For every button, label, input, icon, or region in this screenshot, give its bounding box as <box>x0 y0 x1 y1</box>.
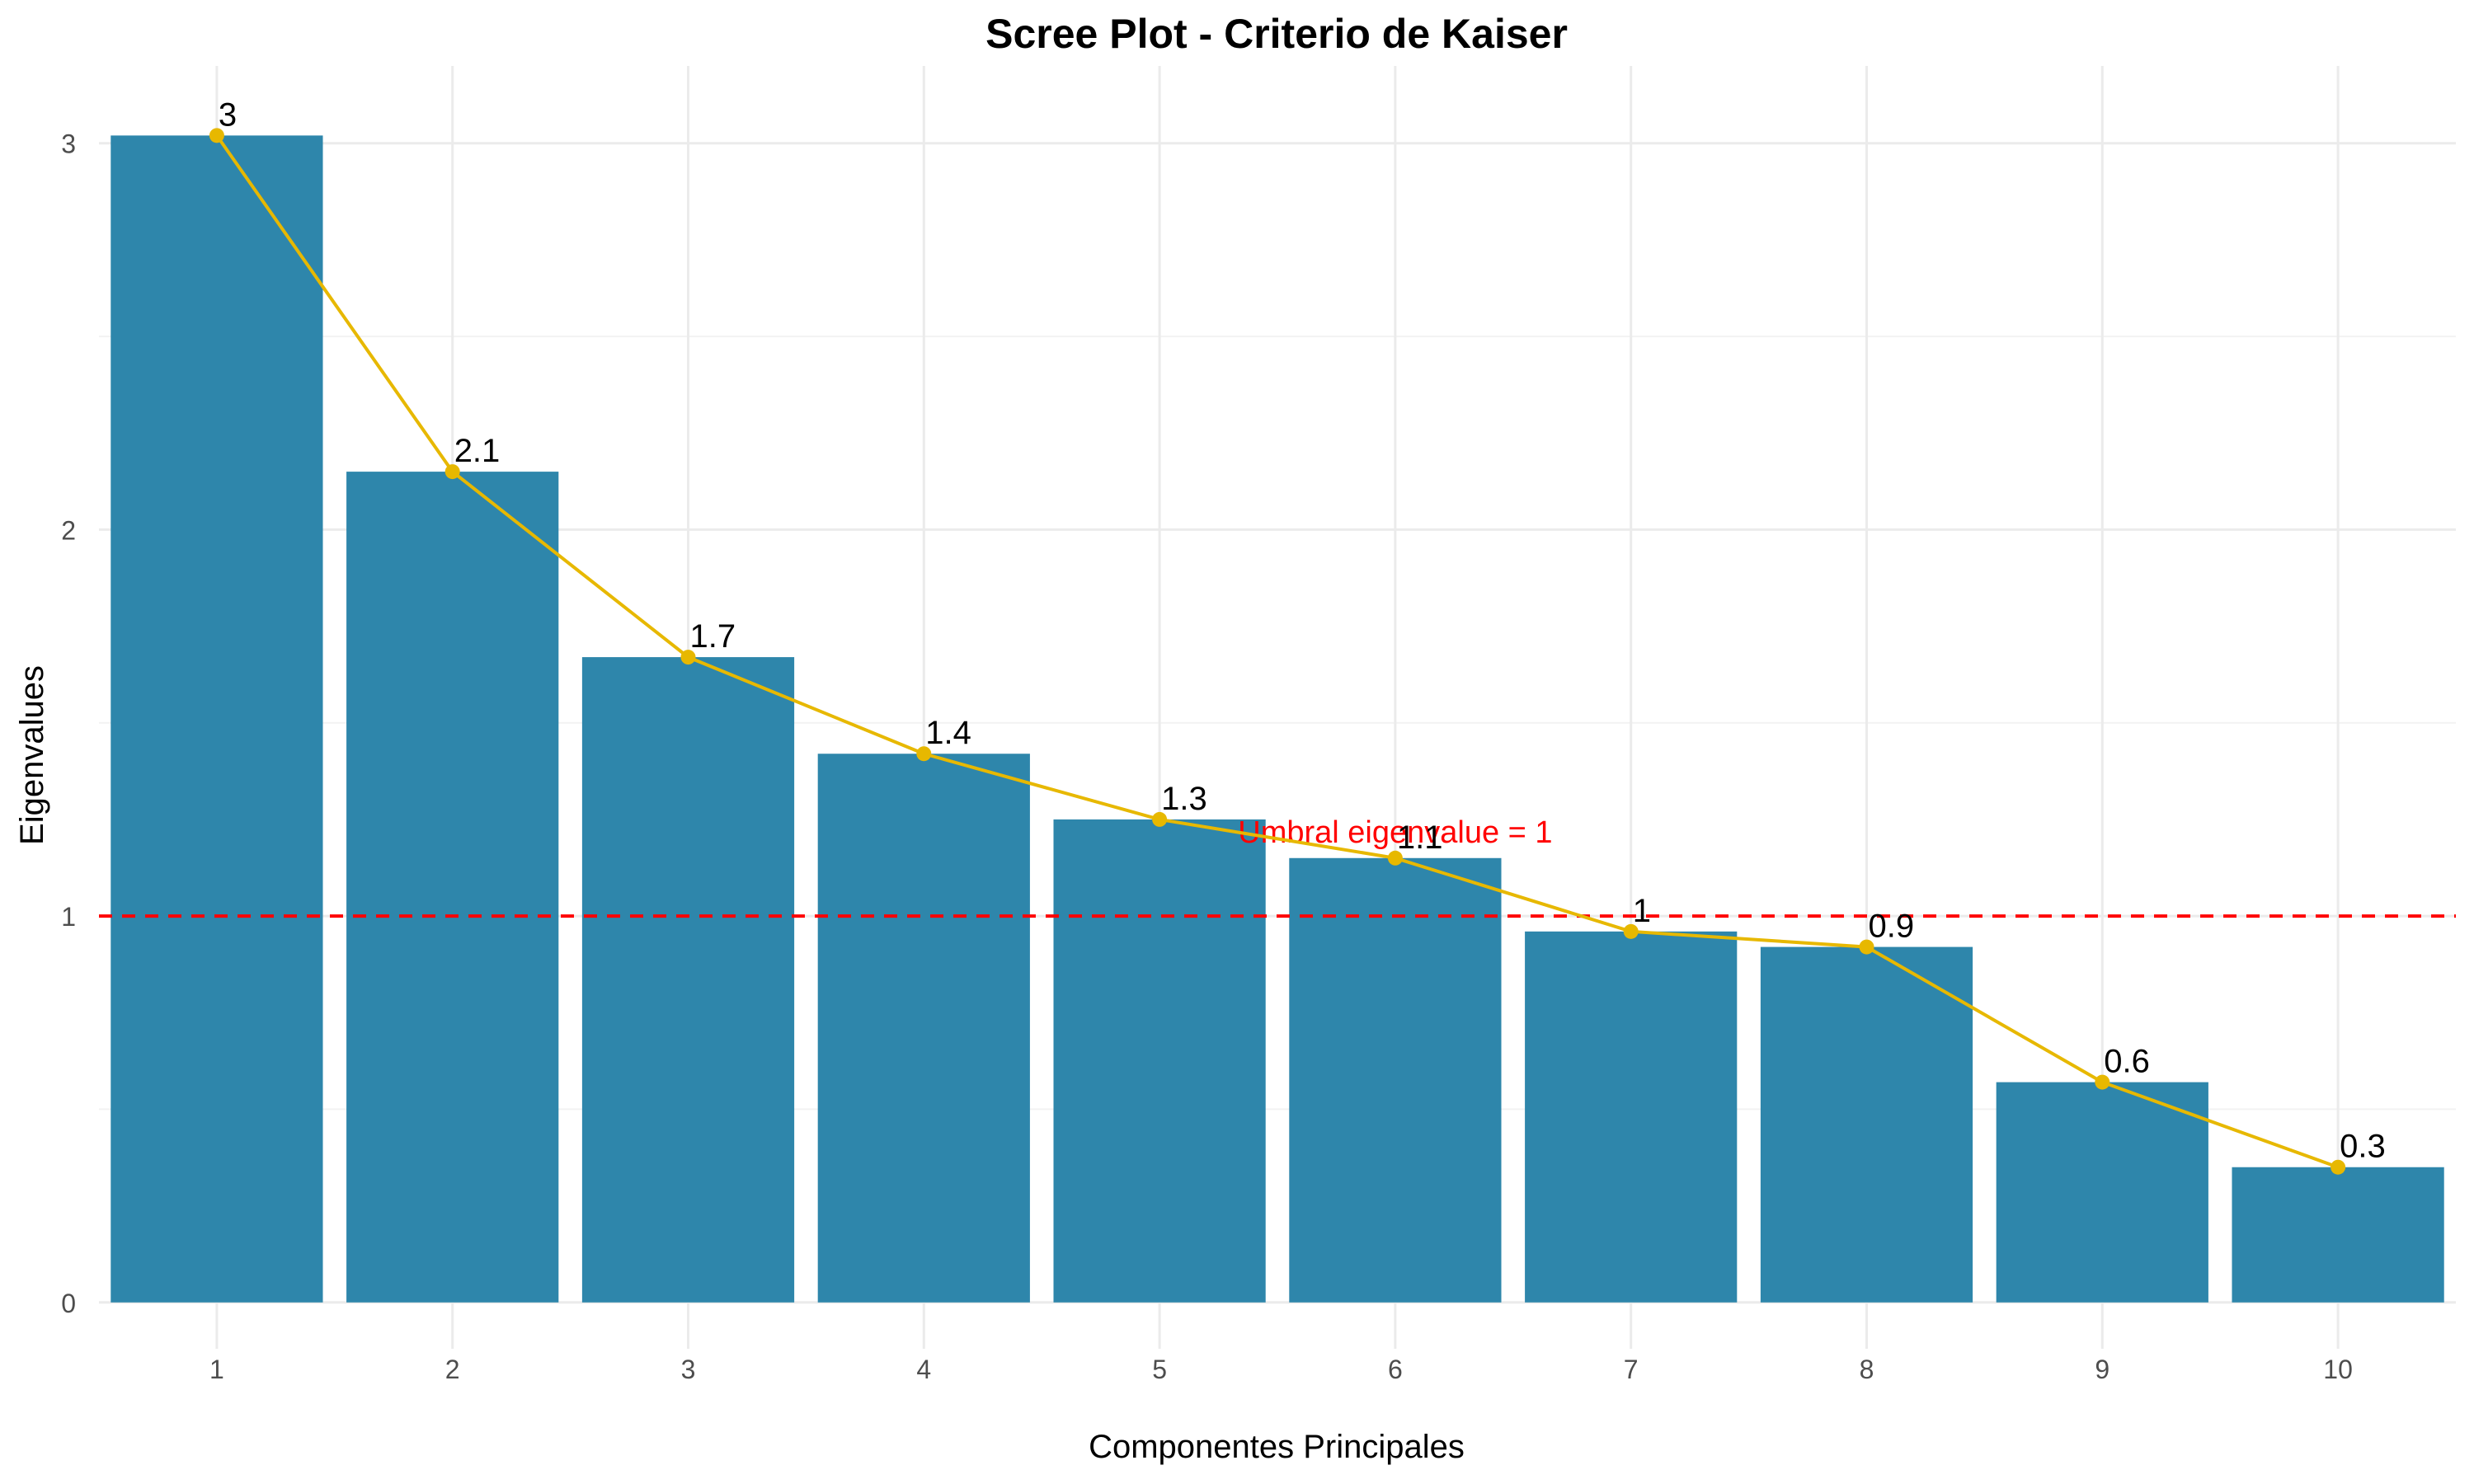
bars-group <box>111 135 2444 1303</box>
y-tick-label: 2 <box>61 515 76 545</box>
point-1 <box>209 128 224 143</box>
bar-10 <box>2232 1167 2444 1303</box>
data-label-7: 1 <box>1633 893 1651 929</box>
point-8 <box>1859 939 1874 955</box>
point-5 <box>1152 811 1168 827</box>
data-labels-group: 3 2.1 1.7 1.4 1.3 1.1 1 0.9 0.6 0.3 <box>219 96 2386 1164</box>
data-label-5: 1.3 <box>1161 781 1207 817</box>
point-6 <box>1387 850 1403 866</box>
y-tick-labels: 0 1 2 3 <box>61 129 76 1318</box>
data-label-10: 0.3 <box>2340 1129 2386 1165</box>
bar-8 <box>1760 946 1973 1303</box>
bar-4 <box>817 754 1030 1303</box>
bar-7 <box>1525 931 1738 1303</box>
y-tick-label: 0 <box>61 1289 76 1318</box>
y-axis-label: Eigenvalues <box>14 665 50 845</box>
x-tick-label: 1 <box>209 1355 224 1384</box>
data-label-6: 1.1 <box>1397 819 1443 856</box>
point-10 <box>2331 1159 2346 1175</box>
point-9 <box>2095 1074 2110 1090</box>
x-tick-label: 7 <box>1624 1355 1639 1384</box>
data-label-4: 1.4 <box>925 715 971 751</box>
eigenvalue-line <box>215 134 2339 1169</box>
x-tick-label: 4 <box>916 1355 931 1384</box>
bar-6 <box>1289 857 1502 1303</box>
x-tick-label: 8 <box>1860 1355 1874 1384</box>
bar-2 <box>346 472 559 1303</box>
point-7 <box>1623 923 1639 939</box>
bar-3 <box>581 657 795 1303</box>
bar-1 <box>111 135 323 1303</box>
data-label-1: 3 <box>219 96 237 133</box>
point-4 <box>916 746 932 762</box>
x-tick-label: 6 <box>1388 1355 1403 1384</box>
points-group <box>209 128 2346 1175</box>
x-tick-label: 3 <box>681 1355 696 1384</box>
bar-5 <box>1053 819 1266 1303</box>
x-tick-label: 5 <box>1152 1355 1167 1384</box>
line-group <box>215 134 2339 1169</box>
chart-title: Scree Plot - Criterio de Kaiser <box>985 11 1568 57</box>
x-axis-label: Componentes Principales <box>1089 1429 1465 1465</box>
data-label-2: 2.1 <box>454 433 501 469</box>
y-tick-label: 1 <box>61 902 76 932</box>
point-3 <box>680 650 696 665</box>
x-tick-label: 10 <box>2323 1355 2353 1384</box>
x-tick-labels: 1 2 3 4 5 6 7 8 9 10 <box>209 1355 2353 1384</box>
x-tick-label: 2 <box>445 1355 460 1384</box>
threshold-group: Umbral eigenvalue = 1 <box>99 815 2456 918</box>
data-label-9: 0.6 <box>2104 1044 2150 1080</box>
bar-9 <box>1996 1082 2208 1303</box>
data-label-8: 0.9 <box>1869 909 1915 945</box>
threshold-label: Umbral eigenvalue = 1 <box>1238 815 1552 850</box>
x-tick-label: 9 <box>2095 1355 2109 1384</box>
y-tick-label: 3 <box>61 129 76 159</box>
data-label-3: 1.7 <box>690 618 736 655</box>
point-2 <box>444 464 460 480</box>
